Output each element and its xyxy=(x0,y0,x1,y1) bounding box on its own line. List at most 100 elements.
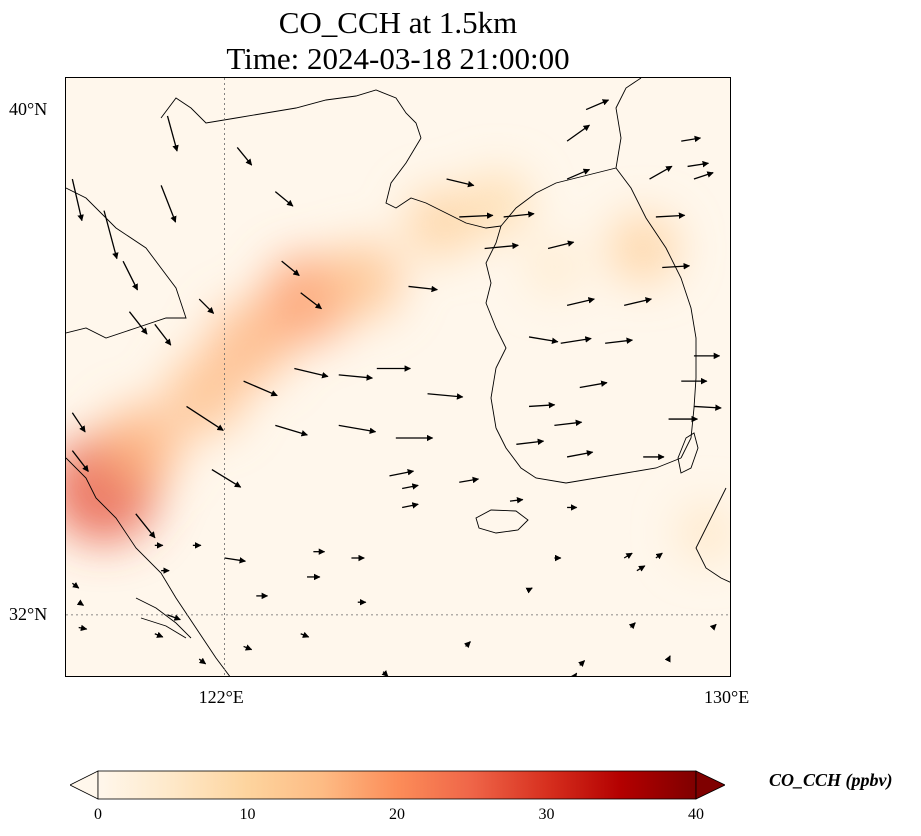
wind-arrow-7 xyxy=(198,298,215,314)
wind-arrow-58 xyxy=(459,476,480,484)
colorbar-tick-0: 0 xyxy=(94,806,102,823)
ytick-label-40: 40°N xyxy=(9,98,48,119)
wind-arrow-70 xyxy=(243,644,253,651)
wind-arrow-38 xyxy=(687,160,710,168)
wind-arrow-25 xyxy=(408,285,438,293)
map-panel[interactable] xyxy=(65,77,731,677)
wind-arrow-35 xyxy=(649,165,673,180)
wind-arrow-75 xyxy=(570,672,578,676)
china-coast-north xyxy=(66,187,187,339)
wind-arrow-76 xyxy=(578,660,586,668)
wind-arrow-80 xyxy=(525,587,533,594)
plume-cell-7 xyxy=(464,171,531,238)
plot-title: CO_CCH at 1.5km xyxy=(278,5,518,40)
wind-arrow-40 xyxy=(662,262,691,270)
concentration-field xyxy=(66,171,730,562)
wind-arrow-2 xyxy=(122,260,139,291)
tsushima-island xyxy=(677,432,699,474)
wind-arrow-0 xyxy=(71,178,84,222)
wind-arrow-50 xyxy=(693,404,722,411)
wind-arrow-3 xyxy=(128,311,148,335)
plume-cell-9 xyxy=(608,213,679,284)
wind-arrow-20 xyxy=(338,424,377,434)
wind-arrow-53 xyxy=(516,438,545,446)
wind-arrow-29 xyxy=(484,242,519,250)
wind-arrow-59 xyxy=(509,497,524,504)
wind-arrow-79 xyxy=(709,623,717,631)
wind-arrow-4 xyxy=(166,115,179,152)
wind-arrow-82 xyxy=(623,552,633,559)
wind-arrow-54 xyxy=(528,401,556,409)
wind-arrow-72 xyxy=(381,670,389,676)
plume-cell-6 xyxy=(405,188,476,259)
wind-arrow-34 xyxy=(566,124,591,142)
wind-arrow-43 xyxy=(560,336,592,344)
wind-arrow-13 xyxy=(211,469,242,488)
wind-arrow-67 xyxy=(167,614,181,621)
wind-arrow-11 xyxy=(300,292,323,310)
colorbar-tick-40: 40 xyxy=(688,806,704,823)
jeju-island xyxy=(475,509,529,534)
wind-arrow-18 xyxy=(275,424,308,437)
liaodong-peninsula xyxy=(385,137,502,229)
ytick-label-32: 32°N xyxy=(9,603,48,624)
wind-arrow-16 xyxy=(71,412,86,433)
wind-arrow-56 xyxy=(402,483,419,490)
wind-arrow-37 xyxy=(693,171,714,180)
wind-arrow-46 xyxy=(566,450,594,458)
wind-arrow-14 xyxy=(135,513,156,539)
plume-cell-5 xyxy=(325,241,403,319)
korea-northeast-coast xyxy=(615,78,642,169)
xtick-label-130: 130°E xyxy=(704,687,750,707)
wind-arrow-42 xyxy=(566,297,595,307)
colorbar-tick-30: 30 xyxy=(538,806,555,823)
korea-south-coast xyxy=(495,427,682,484)
bohai-coast xyxy=(160,89,422,139)
wind-arrow-12 xyxy=(186,405,224,431)
wind-arrow-39 xyxy=(655,212,686,219)
wind-arrow-28 xyxy=(503,211,535,218)
wind-arrow-90 xyxy=(76,599,85,606)
wind-arrow-77 xyxy=(628,622,636,630)
wind-arrow-78 xyxy=(664,655,671,663)
plume-cell-8 xyxy=(526,239,583,296)
field-background xyxy=(66,78,730,676)
wind-arrow-17 xyxy=(243,380,278,397)
korea-north-coast xyxy=(500,167,617,227)
wind-vectors xyxy=(71,99,722,676)
wind-arrow-32 xyxy=(566,168,591,180)
plot-subtitle-time: Time: 2024-03-18 21:00:00 xyxy=(226,41,570,76)
wind-arrow-30 xyxy=(547,240,575,250)
wind-arrow-71 xyxy=(300,631,310,638)
wind-arrow-19 xyxy=(294,367,329,379)
colorbar-tick-20: 20 xyxy=(389,806,405,823)
wind-arrow-69 xyxy=(154,631,164,638)
wind-arrow-26 xyxy=(446,178,475,188)
colorbar-tick-10: 10 xyxy=(239,806,256,823)
wind-arrow-57 xyxy=(402,502,419,509)
wind-arrow-10 xyxy=(281,260,300,277)
wind-arrow-89 xyxy=(78,624,88,632)
wind-arrow-33 xyxy=(585,99,610,111)
wind-arrow-5 xyxy=(160,185,177,223)
wind-arrow-36 xyxy=(681,135,702,143)
colorbar-gradient xyxy=(97,770,697,800)
colorbar-label: CO_CCH (ppbv) xyxy=(769,770,893,790)
korea-west-coast xyxy=(485,225,507,429)
wind-arrow-27 xyxy=(459,212,494,219)
wind-arrow-1 xyxy=(103,210,119,260)
wind-arrow-73 xyxy=(463,641,471,649)
plume-cell-1 xyxy=(100,403,184,486)
yangtze-estuary xyxy=(135,597,192,639)
xtick-label-122: 122°E xyxy=(198,687,244,707)
wind-arrow-88 xyxy=(71,581,80,589)
wind-arrow-47 xyxy=(605,337,633,344)
colorbar-extend-high xyxy=(695,770,726,800)
wind-arrow-44 xyxy=(579,380,608,389)
wind-arrow-31 xyxy=(528,336,559,344)
wind-arrow-9 xyxy=(274,191,294,207)
china-coast-south xyxy=(66,457,231,676)
wind-arrow-83 xyxy=(636,565,646,572)
colorbar xyxy=(69,770,726,800)
